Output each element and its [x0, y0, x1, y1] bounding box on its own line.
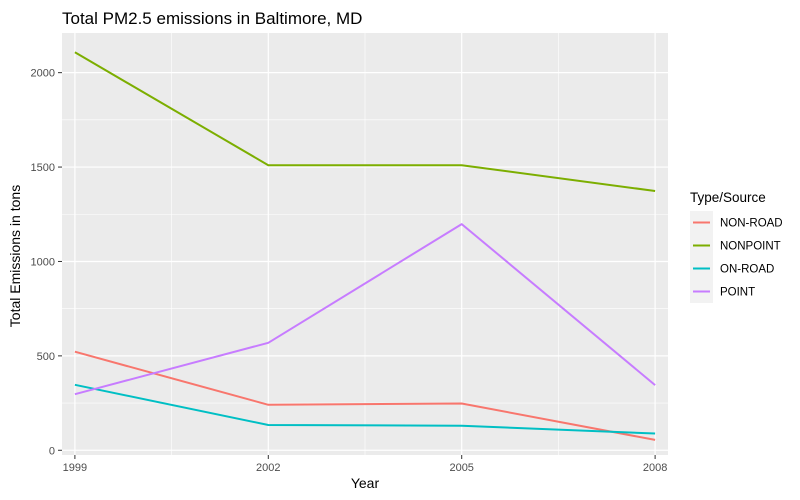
y-tick-label: 0 — [49, 445, 55, 457]
grid-lines — [62, 33, 668, 455]
legend: Type/Source NON-ROAD NONPOINT ON-ROAD POINT — [690, 190, 783, 303]
chart-title: Total PM2.5 emissions in Baltimore, MD — [62, 9, 362, 28]
series-lines — [74, 51, 656, 441]
series-line-point — [74, 223, 656, 396]
x-tick-label: 2005 — [449, 462, 473, 474]
series-line-on-road — [74, 383, 656, 435]
x-tick-label: 2008 — [643, 462, 667, 474]
legend-label-non-road: NON-ROAD — [720, 218, 783, 230]
legend-label-point: POINT — [720, 287, 755, 299]
y-tick-label: 1000 — [31, 256, 55, 268]
series-line-non-road — [74, 350, 656, 441]
y-tick-label: 500 — [37, 351, 55, 363]
x-tick-label: 2002 — [256, 462, 280, 474]
y-axis-title: Total Emissions in tons — [7, 185, 23, 327]
y-tick-label: 1500 — [31, 162, 55, 174]
legend-title: Type/Source — [690, 190, 766, 205]
legend-label-on-road: ON-ROAD — [720, 264, 774, 276]
x-axis-title: Year — [351, 475, 380, 491]
legend-label-nonpoint: NONPOINT — [720, 241, 781, 253]
axis-ticks: 0 500 1000 1500 2000 1999 2002 2005 2008 — [31, 68, 668, 474]
x-tick-label: 1999 — [63, 462, 87, 474]
y-tick-label: 2000 — [31, 68, 55, 80]
series-line-nonpoint — [74, 51, 656, 192]
